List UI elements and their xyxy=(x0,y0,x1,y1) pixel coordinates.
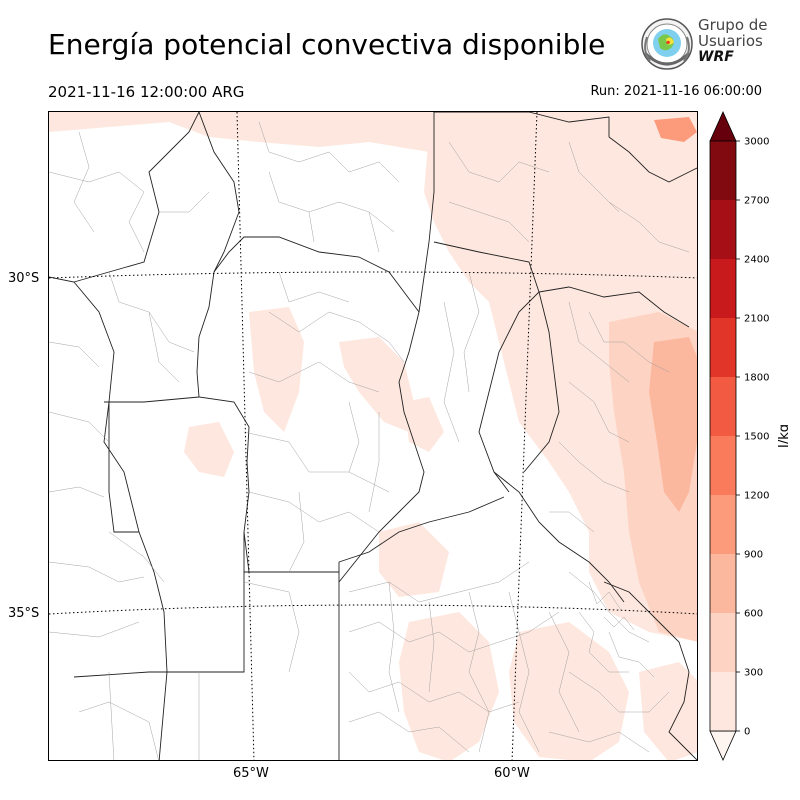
colorbar-tick-label: 2100 xyxy=(744,314,769,325)
colorbar-tick-label: 300 xyxy=(744,668,763,679)
colorbar-tick-label: 2400 xyxy=(744,255,769,266)
gridline-lon-65W xyxy=(236,112,255,760)
department-lines xyxy=(49,121,690,760)
logo-text: Grupo de Usuarios WRF xyxy=(698,17,768,65)
colorbar-segment xyxy=(710,436,736,495)
map-title: Energía potencial convectiva disponible xyxy=(48,28,606,61)
cape-area-south-2 xyxy=(509,622,629,760)
colorbar-svg: 0 300 600 900 1200 1500 1800 2100 2400 2700 3000 J/… xyxy=(709,111,792,761)
colorbar-tick-label: 1800 xyxy=(744,373,769,384)
border-santa-fe-north xyxy=(418,112,435,313)
colorbar-segment xyxy=(710,554,736,613)
cape-area-central-4 xyxy=(404,397,444,452)
cape-area-south-4 xyxy=(639,662,697,760)
border-buenos-aires-north xyxy=(338,496,505,563)
colorbar-tick-label: 1500 xyxy=(744,432,769,443)
colorbar-tick-label: 0 xyxy=(744,727,750,738)
run-time: Run: 2021-11-16 06:00:00 xyxy=(590,84,762,99)
colorbar-segment xyxy=(710,318,736,377)
border-rio-de-la-plata xyxy=(603,581,697,760)
colorbar-tick-label: 2700 xyxy=(744,196,769,207)
colorbar-over-arrow xyxy=(709,111,737,142)
border-santiago-west xyxy=(213,236,420,313)
border-tucuman xyxy=(198,112,240,273)
cape-area-ne-hotspot xyxy=(654,117,697,142)
cape-area-east-core xyxy=(649,337,697,512)
cape-area-south-1 xyxy=(399,612,499,760)
cape-shading xyxy=(49,112,697,760)
cape-area-central-2 xyxy=(339,337,414,432)
graticule xyxy=(49,112,697,760)
colorbar-segment xyxy=(710,259,736,318)
gridline-lat-30S xyxy=(49,271,697,279)
cape-map-svg xyxy=(49,112,697,760)
colorbar-tick-label: 900 xyxy=(744,550,763,561)
border-mendoza-south xyxy=(73,532,245,678)
colorbar-segment xyxy=(710,672,736,731)
gridline-lat-35S xyxy=(49,604,697,615)
cape-area-central-1 xyxy=(249,307,304,432)
border-cordoba-east xyxy=(338,311,425,583)
border-san-luis xyxy=(104,396,200,403)
grupo-usuarios-wrf-logo: Grupo de Usuarios WRF xyxy=(638,15,768,73)
logo-emblem-icon xyxy=(641,18,693,70)
border-chile-argentina xyxy=(49,276,168,760)
colorbar-tick-label: 1200 xyxy=(744,491,769,502)
colorbar-under-arrow xyxy=(709,730,737,761)
border-santa-fe-east xyxy=(433,241,540,493)
lon-label-60w: 60°W xyxy=(494,766,530,781)
colorbar-tick-label: 3000 xyxy=(744,137,769,148)
border-entre-rios xyxy=(493,471,625,603)
cape-area-central-3 xyxy=(184,422,234,477)
logo-line-2: Usuarios xyxy=(698,32,763,50)
map-panel[interactable] xyxy=(48,111,698,761)
logo-line-1: Grupo de xyxy=(698,16,768,34)
province-borders xyxy=(49,112,697,760)
cape-area-south-3 xyxy=(379,522,449,597)
border-san-juan-san-luis xyxy=(108,402,139,533)
valid-time: 2021-11-16 12:00:00 ARG xyxy=(48,83,245,101)
border-corrientes xyxy=(538,286,690,328)
lat-label-30s: 30°S xyxy=(8,271,40,286)
colorbar-segment xyxy=(710,613,736,672)
border-chaco xyxy=(434,112,610,137)
lon-label-65w: 65°W xyxy=(233,766,269,781)
logo-line-3: WRF xyxy=(698,49,734,65)
colorbar-segment xyxy=(710,200,736,259)
colorbar: 0 300 600 900 1200 1500 1800 2100 2400 2700 3000 J/… xyxy=(708,111,792,761)
colorbar-segment xyxy=(710,495,736,554)
colorbar-unit-label: J/kg xyxy=(777,424,788,449)
border-catamarca-north xyxy=(73,112,200,283)
colorbar-tick-label: 600 xyxy=(744,609,763,620)
border-uruguay-river xyxy=(523,291,560,473)
gridline-lon-60W xyxy=(511,112,538,760)
border-misiones xyxy=(608,136,697,183)
lat-label-35s: 35°S xyxy=(8,606,40,621)
colorbar-segment xyxy=(710,377,736,436)
colorbar-segment xyxy=(710,141,736,200)
